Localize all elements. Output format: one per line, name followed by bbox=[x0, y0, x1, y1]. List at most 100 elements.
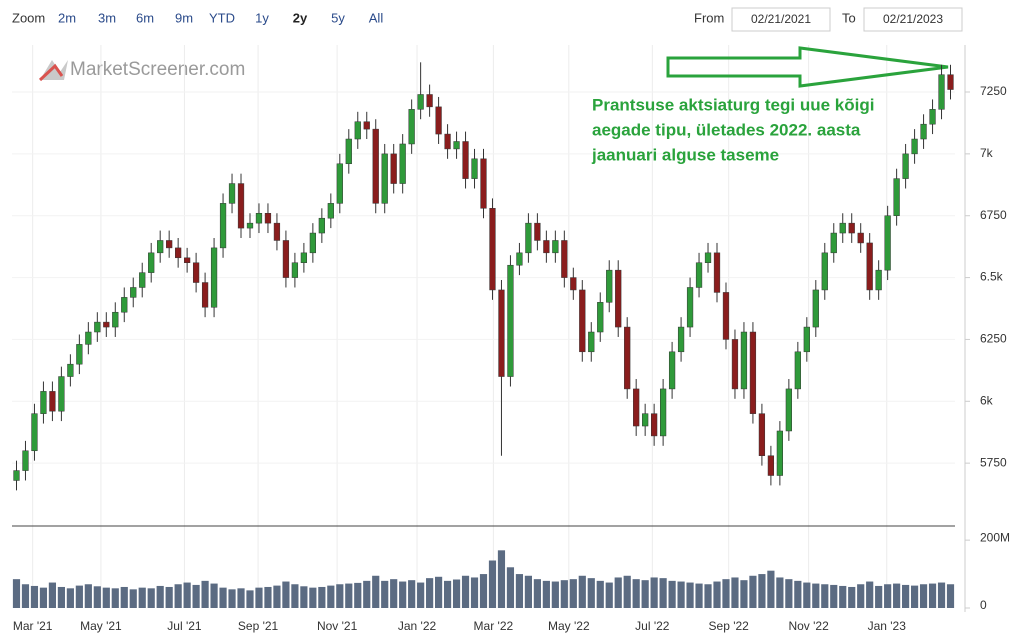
x-tick-label: Nov '22 bbox=[788, 619, 829, 633]
candle-body bbox=[821, 252, 828, 291]
watermark: MarketScreener.com bbox=[70, 59, 245, 80]
x-tick-label: Jul '21 bbox=[167, 619, 202, 633]
volume-bar bbox=[354, 582, 362, 608]
volume-bar bbox=[336, 584, 344, 608]
candle-body bbox=[588, 331, 595, 353]
volume-bar bbox=[596, 580, 604, 608]
candle-body bbox=[659, 388, 667, 437]
zoom-button[interactable]: 3m bbox=[98, 10, 116, 25]
y-tick-label: 0 bbox=[980, 598, 987, 612]
candle-body bbox=[444, 133, 451, 150]
x-tick-label: May '22 bbox=[548, 619, 590, 633]
volume-bar bbox=[578, 575, 586, 608]
candle-body bbox=[606, 269, 613, 303]
candle-body bbox=[282, 240, 290, 278]
candle-body bbox=[552, 240, 559, 254]
volume-bar bbox=[479, 574, 488, 608]
volume-bar bbox=[695, 583, 703, 608]
candle-body bbox=[327, 203, 334, 219]
zoom-button[interactable]: 1y bbox=[255, 10, 269, 25]
zoom-button[interactable]: 5y bbox=[331, 10, 345, 25]
volume-bar bbox=[192, 584, 200, 608]
volume-bar bbox=[515, 574, 524, 608]
volume-bar bbox=[408, 580, 416, 608]
annotation: Prantsuse aktsiaturg tegi uue kõigi bbox=[592, 95, 874, 114]
from-input[interactable] bbox=[731, 7, 831, 32]
y-tick-label: 200M bbox=[980, 530, 1010, 544]
volume-bar bbox=[48, 582, 57, 608]
volume-bar bbox=[632, 579, 640, 608]
candle-body bbox=[704, 252, 712, 263]
y-tick-label: 6750 bbox=[980, 208, 1007, 222]
candle-body bbox=[633, 388, 640, 427]
candle-body bbox=[642, 413, 649, 427]
volume-bar bbox=[677, 581, 685, 608]
candle-body bbox=[902, 153, 909, 179]
volume-bar bbox=[533, 579, 541, 608]
volume-bar bbox=[111, 588, 119, 608]
candle-body bbox=[58, 376, 65, 412]
candle-body bbox=[390, 153, 397, 184]
candle-body bbox=[435, 106, 442, 135]
volume-bar bbox=[937, 582, 946, 608]
annotation: jaanuari alguse taseme bbox=[591, 145, 779, 164]
candle-body bbox=[300, 252, 308, 263]
volume-bar bbox=[749, 575, 757, 608]
candle-body bbox=[417, 94, 424, 110]
candle-body bbox=[695, 262, 703, 288]
volume-bar bbox=[66, 588, 74, 608]
candle-body bbox=[67, 363, 74, 377]
zoom-button[interactable]: 2y bbox=[293, 10, 308, 25]
volume-bar bbox=[84, 584, 92, 608]
volume-bar bbox=[497, 550, 506, 608]
volume-bar bbox=[542, 580, 550, 608]
zoom-button[interactable]: 9m bbox=[175, 10, 193, 25]
volume-bar bbox=[641, 580, 649, 608]
to-date[interactable]: 02/21/2023 bbox=[883, 12, 943, 26]
candle-body bbox=[255, 212, 263, 224]
candle-body bbox=[686, 287, 694, 328]
to-input[interactable] bbox=[863, 7, 963, 32]
volume-bar bbox=[569, 579, 577, 608]
zoom-button[interactable]: 2m bbox=[58, 10, 76, 25]
candle-body bbox=[112, 311, 119, 328]
volume-bar bbox=[884, 584, 892, 608]
candle-body bbox=[76, 344, 83, 365]
volume-bar bbox=[129, 589, 137, 608]
candle-body bbox=[354, 121, 361, 140]
volume-bar bbox=[300, 586, 308, 608]
volume-bar bbox=[722, 579, 730, 608]
volume-bar bbox=[174, 584, 182, 608]
volume-bar bbox=[902, 584, 910, 608]
volume-bar bbox=[668, 580, 676, 608]
volume-bar bbox=[120, 586, 128, 608]
zoom-button[interactable]: 6m bbox=[136, 10, 154, 25]
candle-body bbox=[237, 183, 245, 229]
candle-body bbox=[857, 232, 864, 244]
volume-bar bbox=[246, 590, 254, 608]
candle-body bbox=[812, 289, 819, 328]
volume-bar bbox=[704, 584, 712, 608]
volume-bar bbox=[506, 567, 515, 608]
volume-bar bbox=[30, 585, 39, 608]
zoom-button[interactable]: YTD bbox=[209, 10, 235, 25]
zoom-label: Zoom bbox=[12, 10, 45, 25]
volume-bar bbox=[776, 577, 784, 608]
candle-body bbox=[785, 388, 792, 432]
candle-body bbox=[947, 74, 954, 90]
candle-body bbox=[489, 208, 496, 291]
candle-body bbox=[570, 277, 577, 291]
volume-bar bbox=[443, 580, 452, 608]
y-tick-label: 6k bbox=[980, 393, 994, 407]
candle-body bbox=[309, 232, 316, 254]
zoom-buttons: 2m 3m 6m 9m YTD 1y 2y 5y All bbox=[58, 10, 383, 25]
from-label: From bbox=[694, 10, 724, 25]
from-date[interactable]: 02/21/2021 bbox=[751, 12, 811, 26]
candle-body bbox=[597, 302, 604, 333]
candle-body bbox=[668, 351, 676, 390]
volume-bar bbox=[794, 580, 802, 608]
volume-bar bbox=[327, 585, 335, 608]
annotation-arrow bbox=[666, 46, 949, 88]
zoom-button[interactable]: All bbox=[369, 10, 384, 25]
candle-body bbox=[615, 269, 622, 328]
